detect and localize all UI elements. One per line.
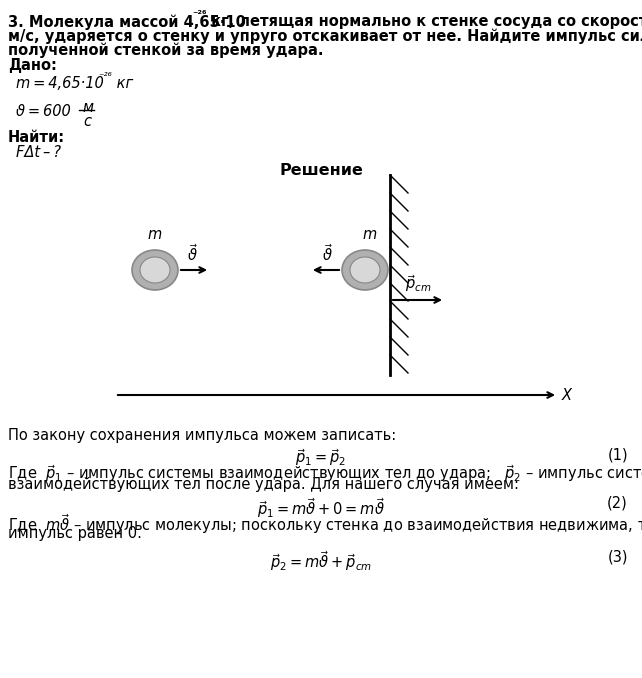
Text: m = 4,65·10: m = 4,65·10 xyxy=(16,76,104,91)
Text: m: m xyxy=(363,227,377,242)
Text: взаимодействующих тел после удара. Для нашего случая имеем:: взаимодействующих тел после удара. Для н… xyxy=(8,477,519,492)
Text: кг: кг xyxy=(112,76,133,91)
Text: (2): (2) xyxy=(607,496,628,511)
Text: По закону сохранения импульса можем записать:: По закону сохранения импульса можем запи… xyxy=(8,428,396,443)
Text: Где  $m\vec{\vartheta}$ – импульс молекулы; поскольку стенка до взаимодействия н: Где $m\vec{\vartheta}$ – импульс молекул… xyxy=(8,512,642,536)
Text: м: м xyxy=(82,100,93,115)
Text: 3. Молекула массой 4,65·10: 3. Молекула массой 4,65·10 xyxy=(8,14,246,30)
Text: $\vec{p}_1 = \vec{p}_2$: $\vec{p}_1 = \vec{p}_2$ xyxy=(295,447,347,468)
Text: $\vec{p}_{cm}$: $\vec{p}_{cm}$ xyxy=(405,273,431,294)
Text: полученной стенкой за время удара.: полученной стенкой за время удара. xyxy=(8,42,324,58)
Text: Дано:: Дано: xyxy=(8,58,57,73)
Text: FΔt – ?: FΔt – ? xyxy=(16,145,61,160)
Text: $\vec{p}_2 = m\vec{\vartheta} + \vec{p}_{cm}$: $\vec{p}_2 = m\vec{\vartheta} + \vec{p}_… xyxy=(270,549,372,573)
Text: (1): (1) xyxy=(607,447,628,462)
Text: m: m xyxy=(148,227,162,242)
Text: ⁻²⁶: ⁻²⁶ xyxy=(98,72,112,82)
Text: Найти:: Найти: xyxy=(8,130,65,145)
Ellipse shape xyxy=(350,257,380,283)
Text: X: X xyxy=(562,388,572,403)
Text: м/с, ударяется о стенку и упруго отскакивает от нее. Найдите импульс силы,: м/с, ударяется о стенку и упруго отскаки… xyxy=(8,28,642,43)
Text: Где  $\vec{p}_1$ – импульс системы взаимодействующих тел до удара;   $\vec{p}_2$: Где $\vec{p}_1$ – импульс системы взаимо… xyxy=(8,463,642,484)
Ellipse shape xyxy=(140,257,170,283)
Text: импульс равен 0.: импульс равен 0. xyxy=(8,526,142,541)
Ellipse shape xyxy=(342,250,388,290)
Text: $\vec{\vartheta}$: $\vec{\vartheta}$ xyxy=(187,243,197,264)
Text: $\vec{p}_1 = m\vec{\vartheta}+0 = m\vec{\vartheta}$: $\vec{p}_1 = m\vec{\vartheta}+0 = m\vec{… xyxy=(257,496,385,520)
Text: Решение: Решение xyxy=(279,163,363,178)
Text: с: с xyxy=(83,114,91,129)
Text: (3): (3) xyxy=(607,549,628,564)
Ellipse shape xyxy=(132,250,178,290)
Text: ⁻²⁶: ⁻²⁶ xyxy=(192,10,207,20)
Text: кг, летящая нормально к стенке сосуда со скоростью 600: кг, летящая нормально к стенке сосуда со… xyxy=(206,14,642,29)
Text: ϑ = 600: ϑ = 600 xyxy=(16,104,74,119)
Text: $\vec{\vartheta}$: $\vec{\vartheta}$ xyxy=(322,243,333,264)
